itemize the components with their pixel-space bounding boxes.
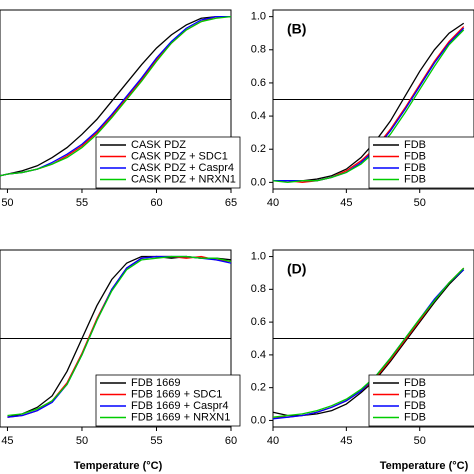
panel-label: (B) bbox=[287, 21, 306, 37]
x-tick-label: 55 bbox=[76, 197, 88, 209]
y-tick-label: 0.2 bbox=[251, 382, 266, 394]
x-tick-label: 50 bbox=[414, 197, 426, 209]
legend-label: FDB bbox=[404, 139, 426, 151]
y-tick-label: 0.4 bbox=[251, 349, 266, 361]
x-tick-label: 40 bbox=[267, 197, 279, 209]
legend-label: CASK PDZ bbox=[131, 139, 186, 151]
y-tick-label: 1.0 bbox=[251, 250, 266, 262]
legend-label: FDB 1669 + NRXN1 bbox=[131, 411, 230, 423]
data-line bbox=[272, 267, 465, 418]
x-axis-label: Temperature (°C) bbox=[380, 460, 469, 472]
legend-label: FDB bbox=[404, 150, 426, 162]
x-tick-label: 45 bbox=[340, 197, 352, 209]
legend-label: FDB 1669 + Caspr4 bbox=[131, 400, 229, 412]
y-tick-label: 0.6 bbox=[251, 316, 266, 328]
legend-label: FDB bbox=[404, 411, 426, 423]
x-tick-label: 50 bbox=[414, 435, 426, 447]
y-tick-label: 0.4 bbox=[251, 110, 266, 122]
x-tick-label: 60 bbox=[225, 435, 237, 447]
y-tick-label: 0.6 bbox=[251, 77, 266, 89]
legend-label: CASK PDZ + Caspr4 bbox=[131, 162, 234, 174]
legend-label: FDB 1669 + SDC1 bbox=[131, 388, 222, 400]
y-tick-label: 0.0 bbox=[251, 176, 266, 188]
legend-label: FDB bbox=[404, 388, 426, 400]
y-tick-label: 0.0 bbox=[251, 414, 266, 426]
y-tick-label: 0.2 bbox=[251, 143, 266, 155]
legend-label: FDB bbox=[404, 173, 426, 185]
x-tick-label: 50 bbox=[1, 197, 13, 209]
x-tick-label: 45 bbox=[340, 435, 352, 447]
panel-label: (D) bbox=[287, 261, 306, 277]
x-tick-label: 50 bbox=[76, 435, 88, 447]
legend-label: FDB bbox=[404, 162, 426, 174]
x-tick-label: 40 bbox=[267, 435, 279, 447]
y-tick-label: 0.8 bbox=[251, 283, 266, 295]
y-tick-label: 0.8 bbox=[251, 44, 266, 56]
x-axis-label: Temperature (°C) bbox=[74, 460, 163, 472]
x-tick-label: 55 bbox=[150, 435, 162, 447]
legend-label: CASK PDZ + SDC1 bbox=[131, 150, 228, 162]
legend-label: FDB bbox=[404, 377, 426, 389]
x-tick-label: 60 bbox=[150, 197, 162, 209]
x-tick-label: 65 bbox=[225, 197, 237, 209]
data-line bbox=[7, 255, 232, 417]
y-tick-label: 1.0 bbox=[251, 11, 266, 23]
legend-label: FDB 1669 bbox=[131, 377, 181, 389]
data-line bbox=[0, 15, 232, 177]
data-line bbox=[0, 15, 231, 177]
legend-label: CASK PDZ + NRXN1 bbox=[131, 173, 236, 185]
data-line bbox=[273, 26, 465, 184]
data-line bbox=[272, 29, 465, 184]
x-tick-label: 45 bbox=[1, 435, 13, 447]
legend-label: FDB bbox=[404, 400, 426, 412]
